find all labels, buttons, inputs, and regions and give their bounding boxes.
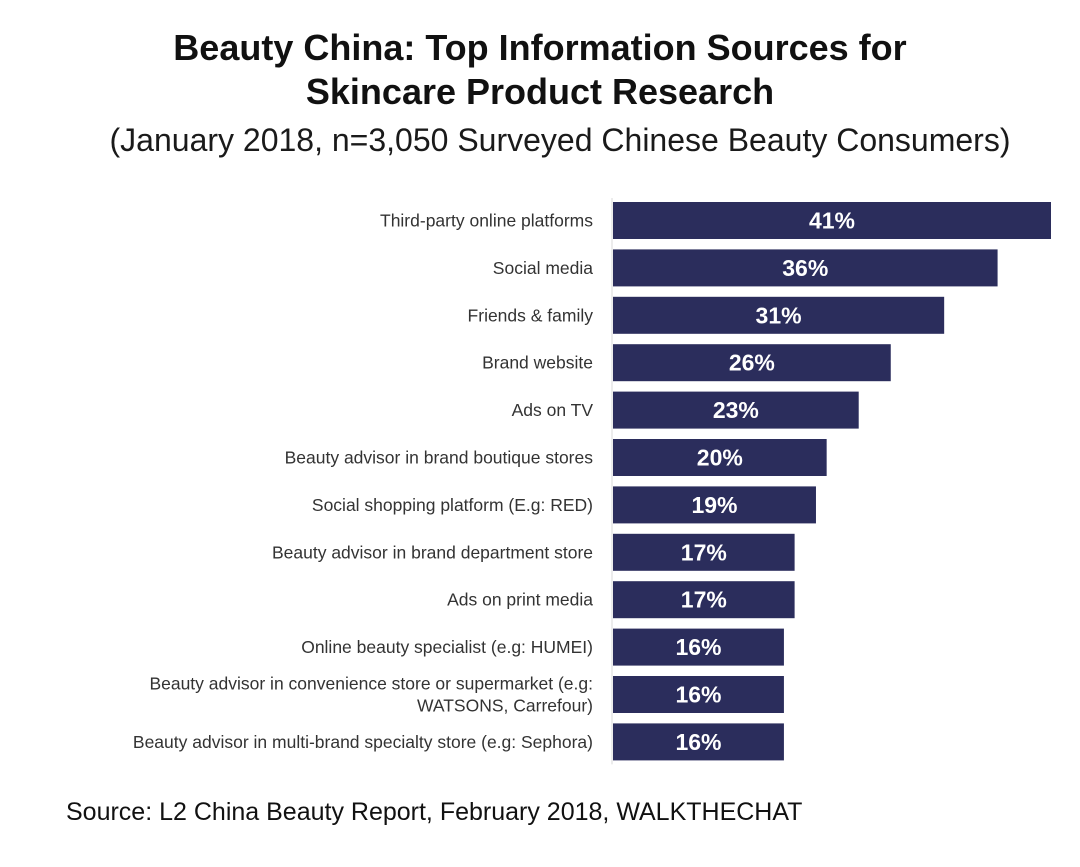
bar-value-label: 19% <box>691 492 737 518</box>
category-label: Online beauty specialist (e.g: HUMEI) <box>301 637 593 657</box>
source-note: Source: L2 China Beauty Report, February… <box>66 798 803 826</box>
bar-value-label: 20% <box>697 445 743 471</box>
category-label: Beauty advisor in brand department store <box>272 542 593 562</box>
category-label: Social media <box>493 258 593 278</box>
bar-value-label: 16% <box>675 729 721 755</box>
category-label: Ads on TV <box>512 400 594 420</box>
category-label-line: Beauty advisor in brand department store <box>272 542 593 562</box>
category-label-line: Brand website <box>482 353 593 373</box>
bar-row: 31% Friends & family <box>468 296 945 334</box>
bar <box>613 391 859 429</box>
bar <box>613 723 784 761</box>
category-label: Beauty advisor in multi-brand specialty … <box>133 732 593 752</box>
bar-row: 17% Beauty advisor in brand department st… <box>272 533 795 571</box>
bar-value-label: 16% <box>675 682 721 708</box>
chart-title-line-1: Beauty China: Top Information Sources fo… <box>173 27 907 68</box>
category-label: Beauty advisor in brand boutique stores <box>285 448 594 468</box>
bar <box>613 249 998 287</box>
category-label-line: Beauty advisor in multi-brand specialty … <box>133 732 593 752</box>
category-label-line: Ads on TV <box>512 400 594 420</box>
bar <box>613 344 891 382</box>
category-label-line: Social media <box>493 258 593 278</box>
category-label-line: Social shopping platform (E.g: RED) <box>312 495 593 515</box>
bar-row: 23% Ads on TV <box>512 391 859 429</box>
bar-value-label: 17% <box>681 587 727 613</box>
category-label-line: WATSONS, Carrefour) <box>417 696 593 716</box>
bar-row: 20% Beauty advisor in brand boutique stor… <box>285 439 827 476</box>
bar <box>613 202 1051 239</box>
bar-value-label: 41% <box>809 208 855 234</box>
bar <box>613 581 795 619</box>
bar-value-label: 16% <box>675 634 721 660</box>
category-label: Brand website <box>482 353 593 373</box>
bar-value-label: 31% <box>756 302 802 328</box>
category-label-line: Friends & family <box>468 305 594 325</box>
bar <box>613 296 945 334</box>
bar-value-label: 23% <box>713 397 759 423</box>
chart-title: Beauty China: Top Information Sources fo… <box>0 26 1080 114</box>
bar <box>613 486 816 524</box>
category-label-line: Online beauty specialist (e.g: HUMEI) <box>301 637 593 657</box>
bar <box>613 533 795 571</box>
bar-row: 16% Beauty advisor in convenience store o… <box>149 674 784 716</box>
bar-row: 26% Brand website <box>482 344 891 382</box>
category-label-line: Ads on print media <box>447 590 593 610</box>
chart-subtitle: (January 2018, n=3,050 Surveyed Chinese … <box>109 122 1011 158</box>
bar-row: 16% Beauty advisor in multi-brand special… <box>133 723 784 761</box>
category-label: Beauty advisor in convenience store or s… <box>149 674 593 716</box>
bar-row: 41% Third-party online platforms <box>380 202 1051 239</box>
category-label: Ads on print media <box>447 590 593 610</box>
category-label: Social shopping platform (E.g: RED) <box>312 495 593 515</box>
bar <box>613 439 827 476</box>
bar-value-label: 36% <box>782 255 828 281</box>
bar-row: 16% Online beauty specialist (e.g: HUMEI) <box>301 628 784 666</box>
chart-title-line-2: Skincare Product Research <box>305 71 775 112</box>
bar-row: 36% Social media <box>493 249 998 287</box>
bar-row: 17% Ads on print media <box>447 581 795 619</box>
category-label: Friends & family <box>468 305 594 325</box>
category-label-line: Third-party online platforms <box>380 211 593 231</box>
bar <box>613 676 784 713</box>
category-label: Third-party online platforms <box>380 211 593 231</box>
bar-value-label: 17% <box>681 539 727 565</box>
bar-value-label: 26% <box>729 350 775 376</box>
bar-row: 19% Social shopping platform (E.g: RED) <box>312 486 816 524</box>
category-label-line: Beauty advisor in convenience store or s… <box>149 674 593 694</box>
category-label-line: Beauty advisor in brand boutique stores <box>285 448 594 468</box>
bar <box>613 628 784 666</box>
